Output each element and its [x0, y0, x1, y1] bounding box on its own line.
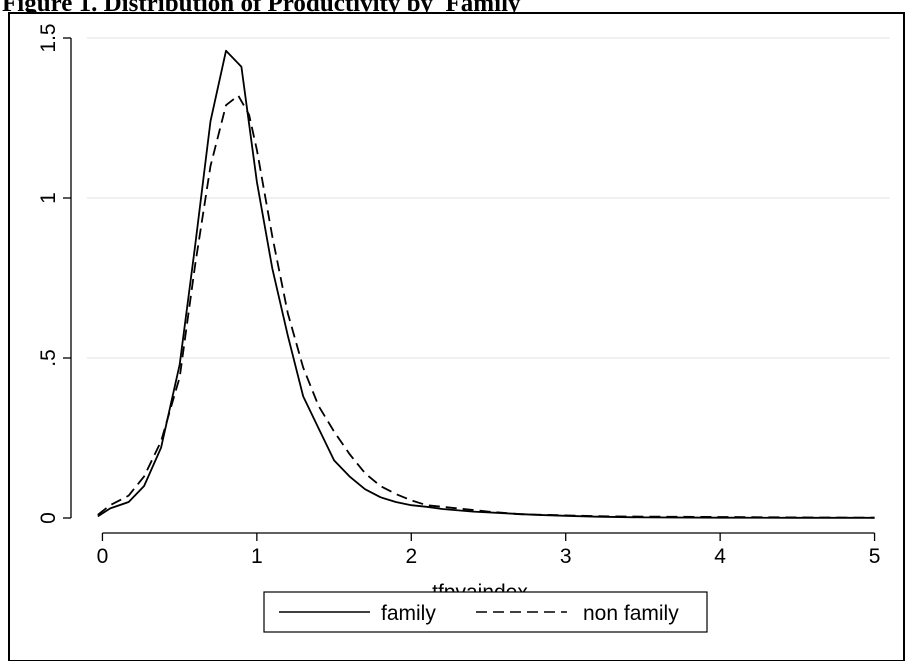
series-line-family	[97, 49, 875, 519]
plot-area	[87, 33, 890, 524]
y-tick-label-1-5: 1.5	[37, 23, 60, 52]
x-tick-label-4: 4	[714, 545, 726, 568]
gridlines	[87, 33, 890, 524]
x-tick-label-3: 3	[560, 545, 572, 568]
x-tick-label-2: 2	[405, 545, 417, 568]
plot-lines	[97, 49, 875, 519]
y-tick-label-0: 0	[37, 512, 60, 524]
x-tick-label-5: 5	[869, 545, 881, 568]
x-tick-label-0: 0	[97, 545, 109, 568]
legend: family non family	[263, 591, 708, 633]
y-tick-label-1: 1	[37, 192, 60, 204]
legend-label-non-family: non family	[583, 602, 679, 625]
x-tick-label-1: 1	[251, 545, 263, 568]
y-tick-label-5: .5	[37, 349, 60, 367]
y-axis: 0 .5 1 1.5	[37, 23, 72, 524]
legend-label-family: family	[381, 602, 436, 625]
x-axis: 0 1 2 3 4 5	[97, 532, 881, 568]
series-line-non-family	[97, 94, 875, 519]
